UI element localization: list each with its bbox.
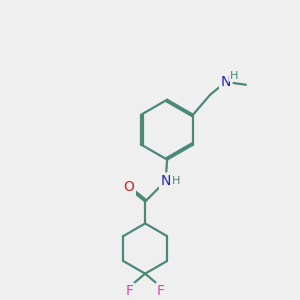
- Text: N: N: [160, 174, 171, 188]
- Text: H: H: [230, 70, 238, 81]
- Text: O: O: [124, 180, 134, 194]
- Text: N: N: [220, 75, 231, 89]
- Text: H: H: [172, 176, 180, 186]
- Text: F: F: [125, 284, 134, 298]
- Text: F: F: [157, 284, 165, 298]
